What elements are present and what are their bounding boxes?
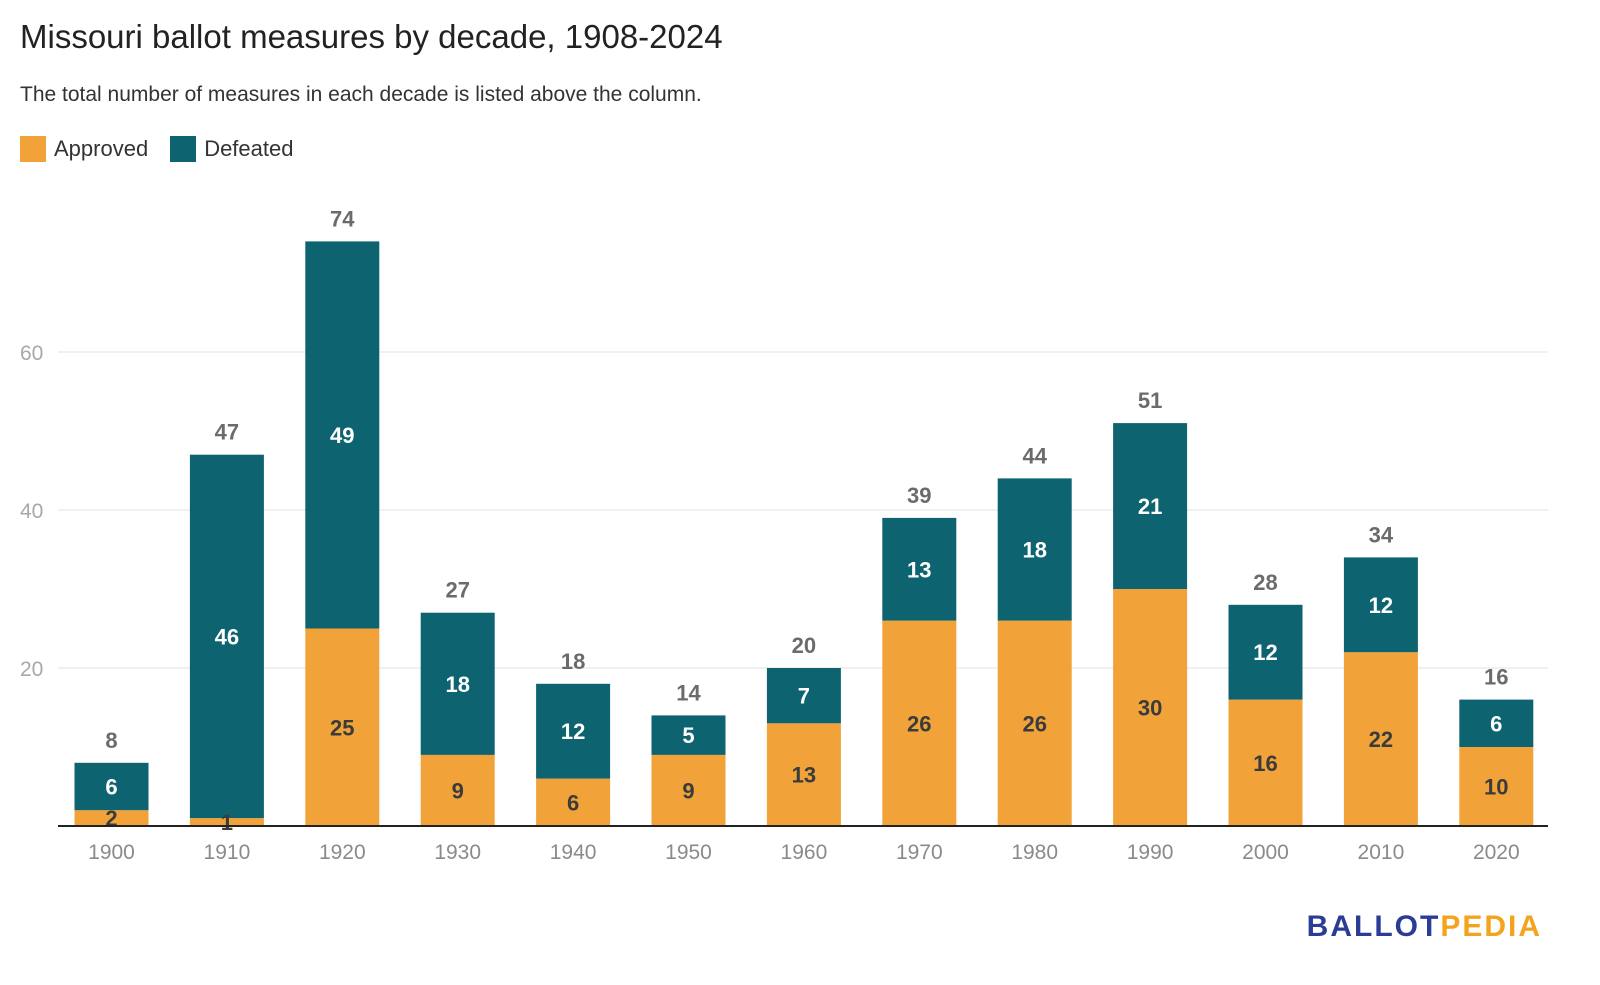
x-tick-label: 1950 bbox=[665, 841, 712, 864]
data-label-approved: 9 bbox=[452, 778, 464, 803]
data-label-defeated: 13 bbox=[907, 557, 931, 582]
x-tick-label: 1910 bbox=[204, 841, 251, 864]
total-label: 18 bbox=[561, 649, 585, 674]
data-label-approved: 6 bbox=[567, 790, 579, 815]
chart-title: Missouri ballot measures by decade, 1908… bbox=[20, 18, 723, 55]
x-tick-label: 1900 bbox=[88, 841, 135, 864]
bar-defeated bbox=[1228, 604, 1303, 700]
total-label: 28 bbox=[1253, 570, 1277, 595]
x-tick-label: 1920 bbox=[319, 841, 366, 864]
bar-approved bbox=[997, 620, 1072, 826]
bar-approved bbox=[305, 628, 380, 826]
legend-label-defeated: Defeated bbox=[204, 136, 294, 161]
legend-label-approved: Approved bbox=[54, 136, 149, 161]
bar-defeated bbox=[536, 683, 611, 779]
legend-item-defeated: Defeated bbox=[170, 136, 293, 162]
bar-approved bbox=[766, 723, 841, 826]
legend-swatch-approved bbox=[20, 136, 46, 162]
data-label-defeated: 12 bbox=[561, 719, 585, 744]
total-label: 44 bbox=[1022, 443, 1047, 468]
total-label: 16 bbox=[1484, 665, 1508, 690]
x-tick-label: 1930 bbox=[434, 841, 481, 864]
data-label-defeated: 18 bbox=[1022, 538, 1046, 563]
bar-approved bbox=[1459, 747, 1534, 826]
legend-item-approved: Approved bbox=[20, 136, 148, 162]
legend-swatch-defeated bbox=[170, 136, 197, 162]
data-label-defeated: 6 bbox=[105, 775, 117, 800]
x-tick-label: 1940 bbox=[550, 841, 597, 864]
bar-defeated bbox=[74, 762, 149, 811]
bar-approved bbox=[420, 754, 495, 826]
bar-defeated bbox=[189, 454, 264, 819]
data-label-approved: 25 bbox=[330, 715, 354, 740]
bar-approved bbox=[1113, 589, 1188, 826]
bar-defeated bbox=[651, 715, 726, 755]
total-label: 47 bbox=[215, 420, 239, 445]
x-tick-label: 1960 bbox=[781, 841, 828, 864]
y-tick-label: 60 bbox=[20, 342, 43, 365]
total-label: 34 bbox=[1369, 522, 1394, 547]
data-label-approved: 10 bbox=[1484, 775, 1508, 800]
ballotpedia-logo: BALLOTPEDIA bbox=[1307, 910, 1542, 944]
data-label-approved: 30 bbox=[1138, 696, 1162, 721]
data-label-defeated: 12 bbox=[1369, 593, 1393, 618]
x-tick-label: 1990 bbox=[1127, 841, 1174, 864]
x-tick-label: 1970 bbox=[896, 841, 943, 864]
bar-defeated bbox=[997, 478, 1072, 621]
logo-text-ballot: BALLOT bbox=[1306, 910, 1441, 943]
data-label-approved: 9 bbox=[682, 778, 694, 803]
y-tick-label: 40 bbox=[20, 500, 43, 523]
chart-legend: Approved Defeated bbox=[20, 136, 315, 162]
y-tick-label: 20 bbox=[20, 658, 43, 681]
bar-approved bbox=[882, 620, 957, 826]
bar-defeated bbox=[882, 517, 957, 621]
bar-approved bbox=[1228, 699, 1303, 826]
data-label-defeated: 21 bbox=[1138, 494, 1162, 519]
bar-approved bbox=[189, 818, 264, 826]
logo-text-pedia: PEDIA bbox=[1440, 910, 1542, 943]
x-tick-label: 1980 bbox=[1011, 841, 1058, 864]
total-label: 74 bbox=[330, 206, 355, 231]
data-label-approved: 26 bbox=[1022, 711, 1046, 736]
bar-defeated bbox=[766, 668, 841, 724]
chart-subtitle: The total number of measures in each dec… bbox=[20, 83, 702, 106]
x-tick-label: 2020 bbox=[1473, 841, 1520, 864]
bar-defeated bbox=[1459, 699, 1534, 747]
data-label-approved: 22 bbox=[1369, 727, 1393, 752]
total-label: 51 bbox=[1138, 388, 1162, 413]
stacked-bar-chart: 2040602681900146471910254974192091827193… bbox=[20, 206, 1548, 864]
data-label-approved: 16 bbox=[1253, 751, 1277, 776]
bar-defeated bbox=[1113, 423, 1188, 589]
data-label-approved: 26 bbox=[907, 711, 931, 736]
bar-approved bbox=[74, 810, 149, 826]
data-label-defeated: 5 bbox=[682, 723, 694, 748]
bar-approved bbox=[651, 754, 726, 826]
data-label-defeated: 7 bbox=[798, 684, 810, 709]
data-label-defeated: 18 bbox=[445, 672, 469, 697]
data-label-defeated: 12 bbox=[1253, 640, 1277, 665]
x-tick-label: 2010 bbox=[1358, 841, 1405, 864]
bar-defeated bbox=[420, 612, 495, 755]
data-label-approved: 1 bbox=[221, 810, 233, 835]
total-label: 27 bbox=[445, 578, 469, 603]
data-label-defeated: 6 bbox=[1490, 711, 1502, 736]
bar-defeated bbox=[1343, 557, 1418, 653]
total-label: 39 bbox=[907, 483, 931, 508]
bar-approved bbox=[536, 778, 611, 826]
data-label-approved: 2 bbox=[105, 806, 117, 831]
total-label: 20 bbox=[792, 633, 816, 658]
data-label-defeated: 46 bbox=[215, 624, 239, 649]
x-tick-label: 2000 bbox=[1242, 841, 1289, 864]
data-label-defeated: 49 bbox=[330, 423, 354, 448]
bar-approved bbox=[1343, 652, 1418, 826]
total-label: 8 bbox=[105, 728, 117, 753]
data-label-approved: 13 bbox=[792, 763, 816, 788]
total-label: 14 bbox=[676, 680, 701, 705]
bar-defeated bbox=[305, 241, 380, 629]
